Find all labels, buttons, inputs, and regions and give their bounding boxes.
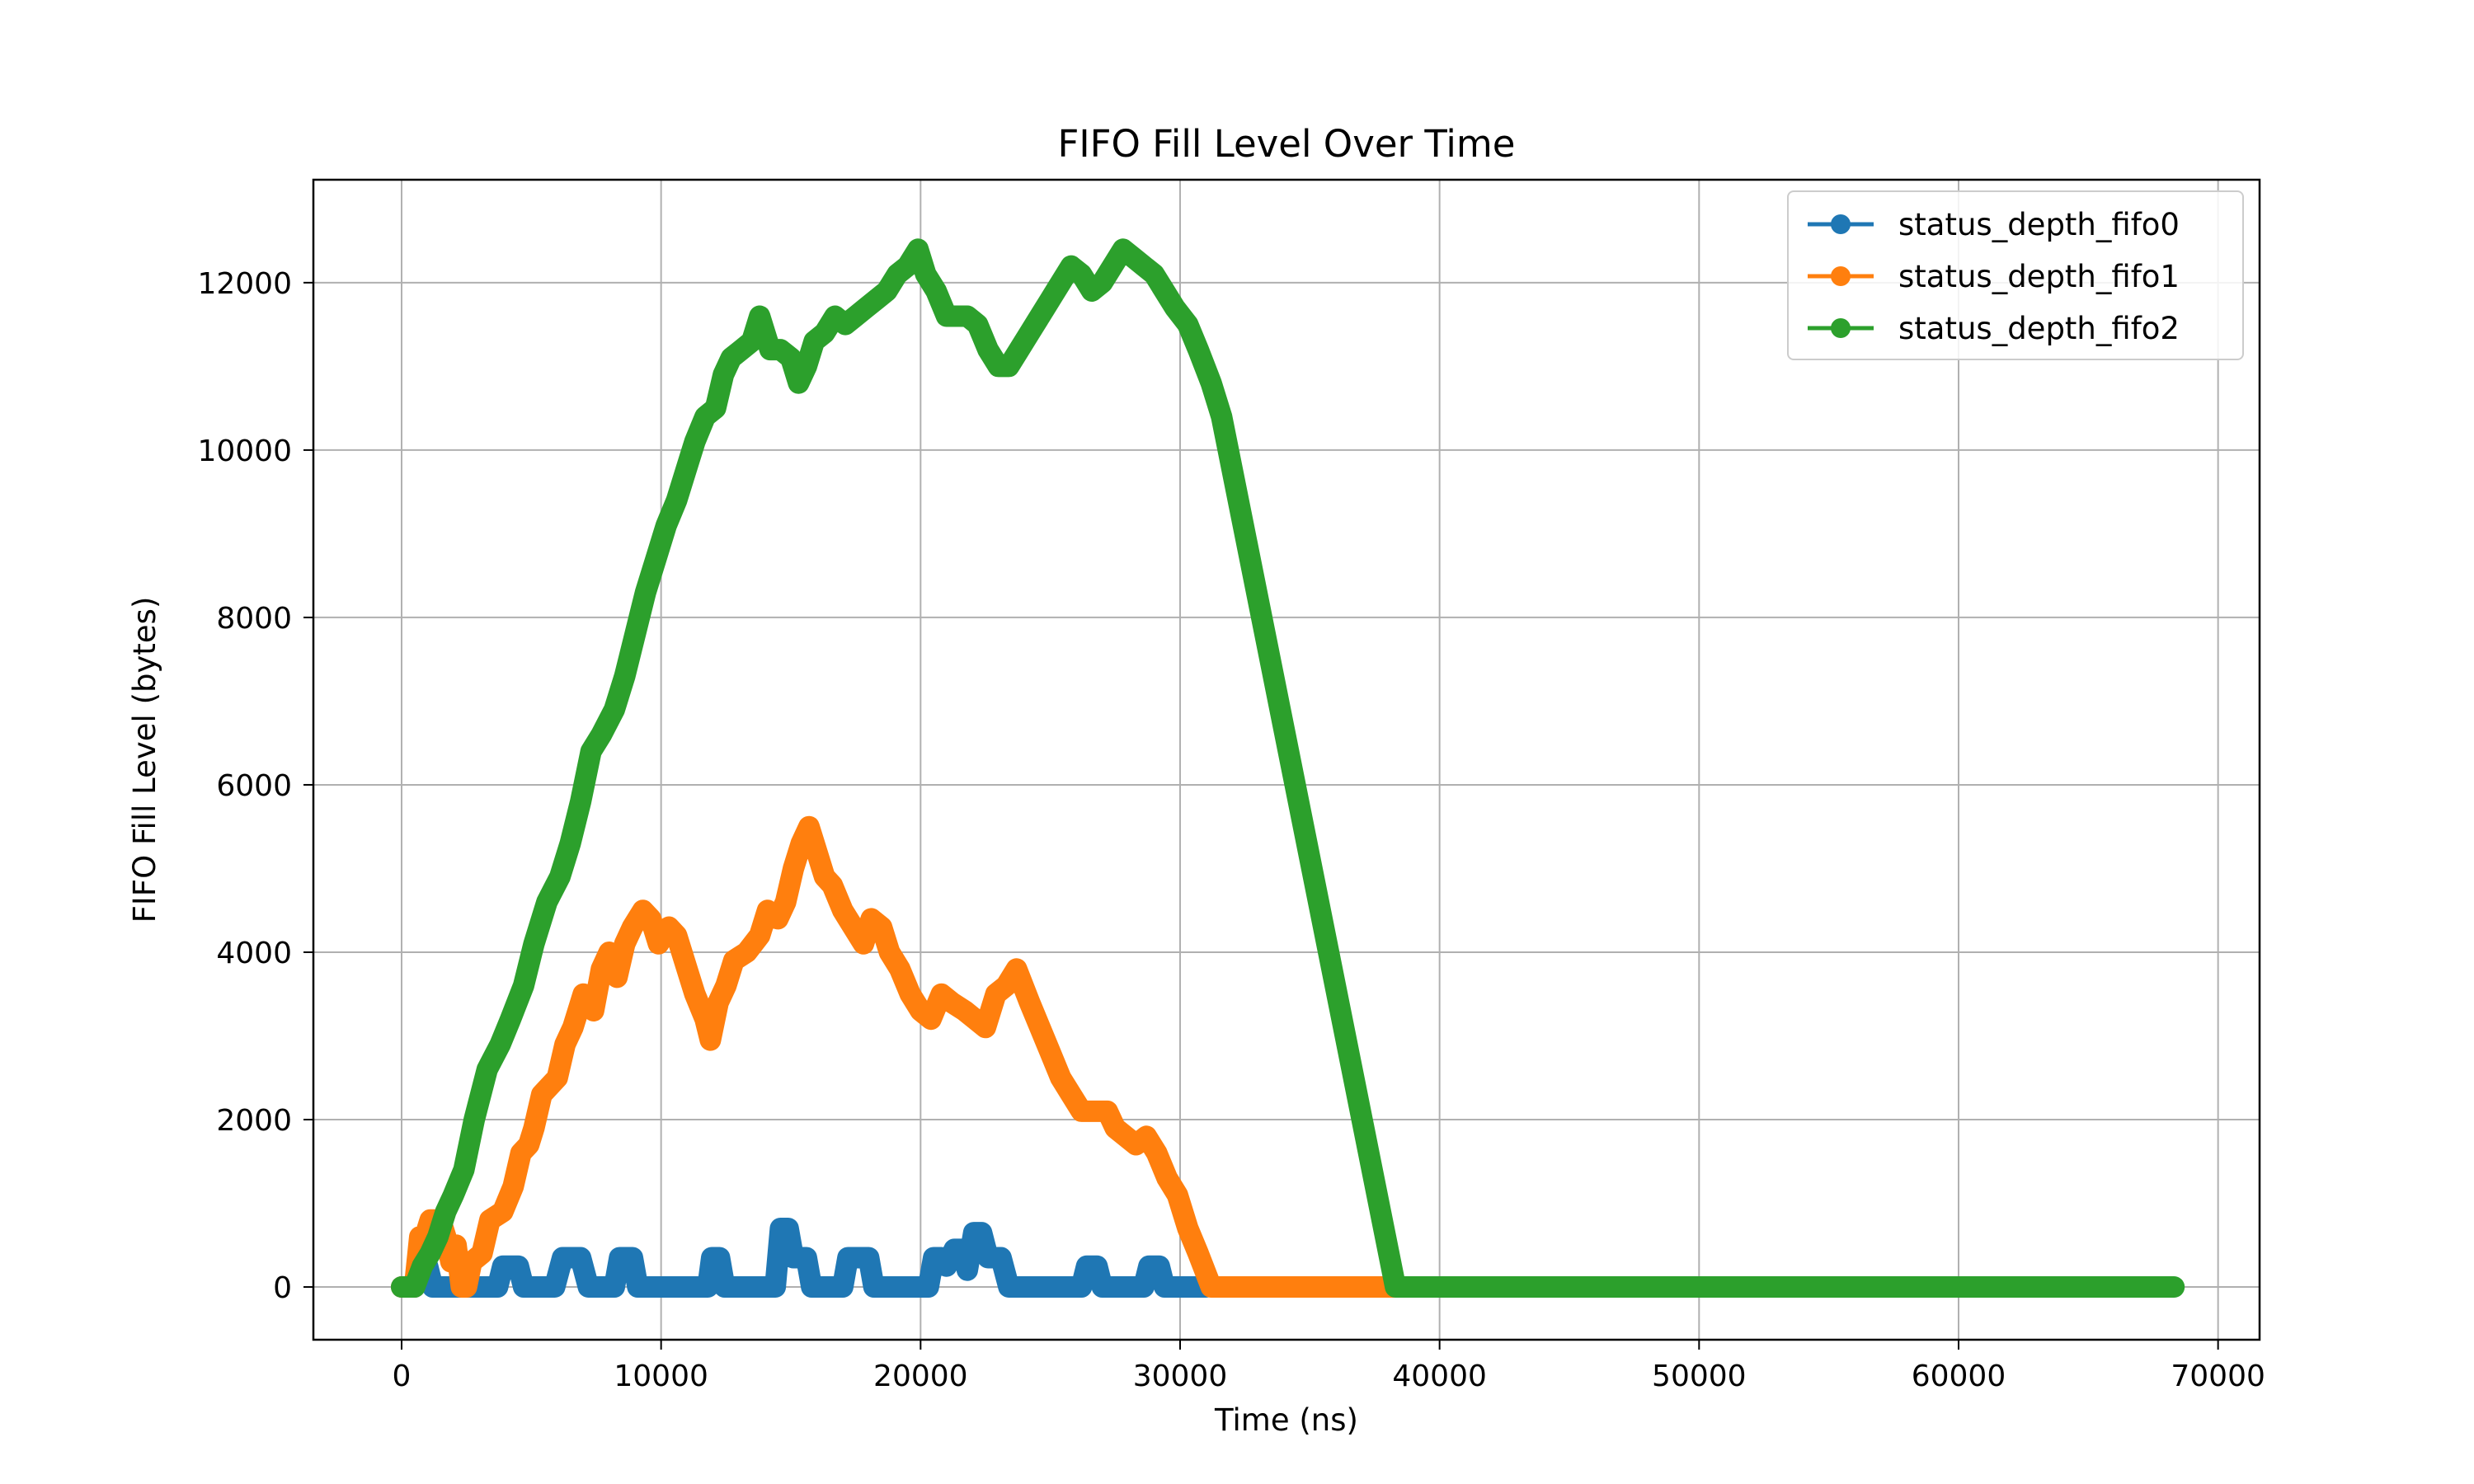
x-axis-ticks: 0 10000 20000 30000 40000 50000 60000 70000 xyxy=(393,1340,2265,1393)
y-tick-label: 8000 xyxy=(216,602,292,636)
legend-label-status_depth_fifo1: status_depth_fifo1 xyxy=(1898,259,2180,294)
plot-frame xyxy=(312,178,2261,1341)
x-tick-label: 20000 xyxy=(873,1360,968,1393)
x-axis-title: Time (ns) xyxy=(1214,1402,1358,1438)
x-tick-label: 70000 xyxy=(2171,1360,2265,1393)
legend-label-status_depth_fifo0: status_depth_fifo0 xyxy=(1898,207,2180,242)
y-tick-label: 6000 xyxy=(216,769,292,803)
chart-title: FIFO Fill Level Over Time xyxy=(1058,122,1516,166)
x-tick-label: 10000 xyxy=(614,1360,708,1393)
legend-marker-status_depth_fifo0 xyxy=(1831,214,1851,234)
legend-label-status_depth_fifo2: status_depth_fifo2 xyxy=(1898,311,2180,346)
series-line-status_depth_fifo0 xyxy=(391,1218,1217,1298)
x-tick-label: 40000 xyxy=(1392,1360,1487,1393)
legend-marker-status_depth_fifo2 xyxy=(1831,318,1851,338)
y-tick-label: 10000 xyxy=(197,434,292,468)
series-layer xyxy=(391,238,2185,1298)
y-tick-label: 4000 xyxy=(216,937,292,970)
x-tick-label: 60000 xyxy=(1912,1360,2006,1393)
x-tick-label: 50000 xyxy=(1652,1360,1747,1393)
y-axis-title: FIFO Fill Level (bytes) xyxy=(127,597,162,923)
legend-box xyxy=(1787,190,2244,360)
legend: status_depth_fifo0 status_depth_fifo1stat… xyxy=(1787,190,2244,360)
x-tick-label: 30000 xyxy=(1133,1360,1228,1393)
y-tick-label: 2000 xyxy=(216,1104,292,1138)
legend-marker-status_depth_fifo1 xyxy=(1831,266,1851,286)
x-tick-label: 0 xyxy=(393,1360,412,1393)
y-tick-label: 0 xyxy=(273,1271,292,1305)
series-line-status_depth_fifo1 xyxy=(391,815,1409,1298)
series-line-status_depth_fifo2 xyxy=(391,238,2185,1298)
y-axis-ticks: 0 2000 4000 6000 8000 10000 12000 xyxy=(197,267,313,1305)
y-tick-label: 12000 xyxy=(197,267,292,301)
